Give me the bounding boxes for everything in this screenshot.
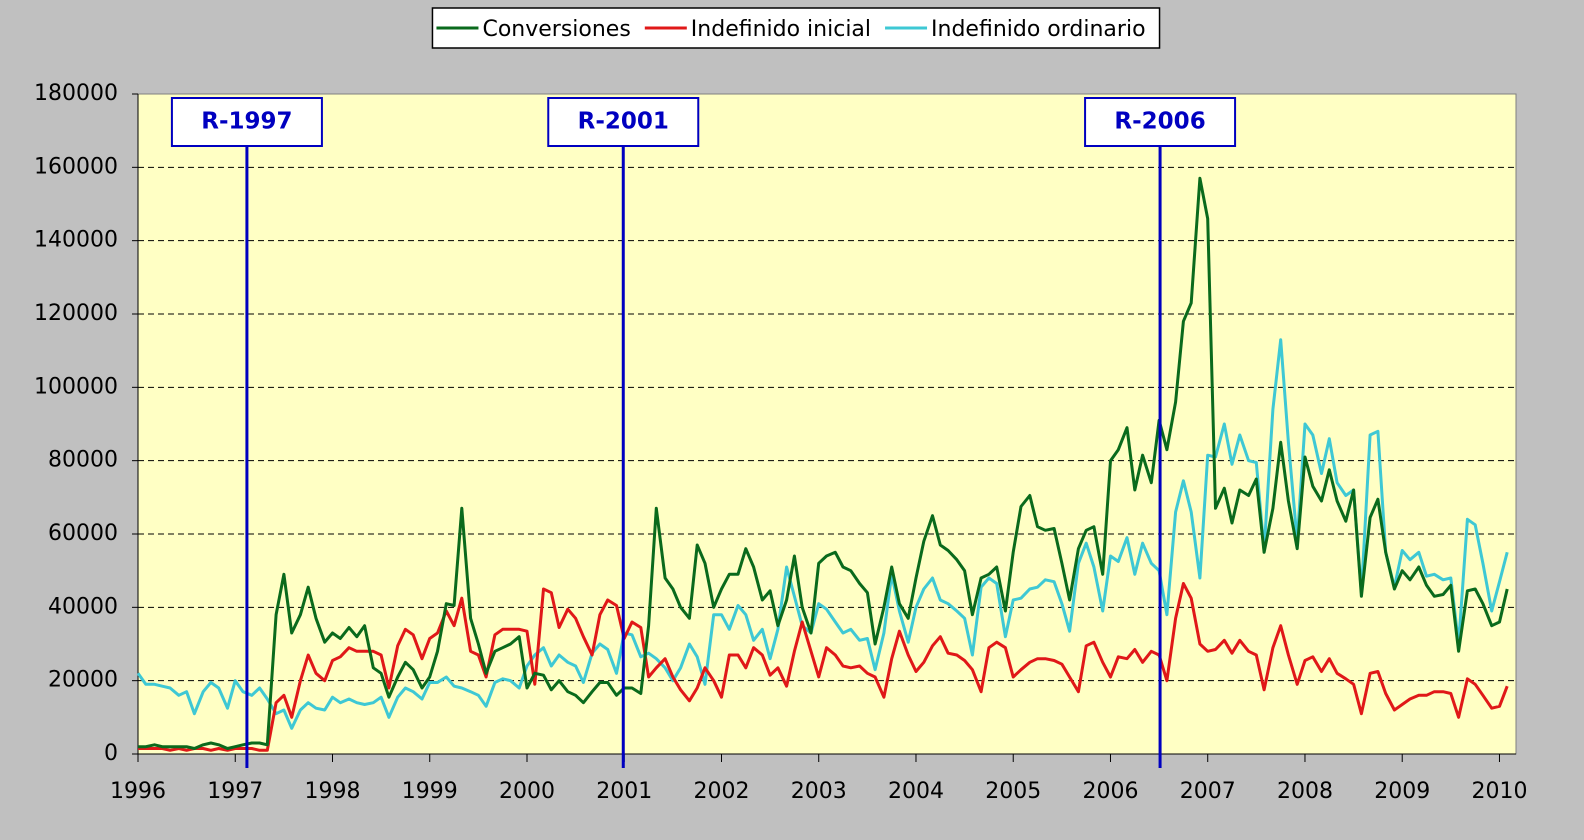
legend [431, 7, 1161, 49]
x-tick-label: 2010 [1471, 779, 1527, 804]
x-tick-label: 2000 [499, 779, 555, 804]
legend-label: Indefinido ordinario [931, 17, 1146, 42]
series-line [138, 176, 1509, 750]
y-tick-label: 100000 [34, 374, 118, 399]
annotation-label: R-2006 [1114, 109, 1205, 135]
x-tick-label: 1998 [304, 779, 360, 804]
x-tick-label: 2009 [1374, 779, 1430, 804]
x-tick-label: 2005 [985, 779, 1041, 804]
y-tick-label: 60000 [48, 521, 118, 546]
x-tick-label: 2001 [596, 779, 652, 804]
annotation-box [547, 97, 700, 147]
series-line [136, 338, 1509, 730]
annotation-box [170, 97, 323, 147]
x-tick-label: 2003 [791, 779, 847, 804]
series-line [138, 582, 1509, 752]
x-tick-label: 1997 [207, 779, 263, 804]
annotation-label: R-1997 [201, 109, 292, 135]
annotation-label: R-2001 [578, 109, 669, 135]
x-tick-label: 2002 [693, 779, 749, 804]
y-tick-label: 160000 [34, 154, 118, 179]
y-tick-label: 140000 [34, 228, 118, 253]
y-tick-label: 20000 [48, 668, 118, 693]
y-tick-label: 180000 [34, 81, 118, 106]
legend-label: Indefinido inicial [691, 17, 871, 42]
y-tick-label: 120000 [34, 301, 118, 326]
legend-label: Conversiones [482, 17, 630, 42]
x-tick-label: 2004 [888, 779, 944, 804]
x-tick-label: 2007 [1180, 779, 1236, 804]
y-tick-label: 0 [104, 741, 118, 766]
y-tick-label: 40000 [48, 594, 118, 619]
x-tick-label: 1999 [402, 779, 458, 804]
plot-area [137, 93, 1517, 755]
x-tick-label: 2006 [1082, 779, 1138, 804]
x-tick-label: 2008 [1277, 779, 1333, 804]
y-tick-label: 80000 [48, 448, 118, 473]
x-tick-label: 1996 [110, 779, 166, 804]
